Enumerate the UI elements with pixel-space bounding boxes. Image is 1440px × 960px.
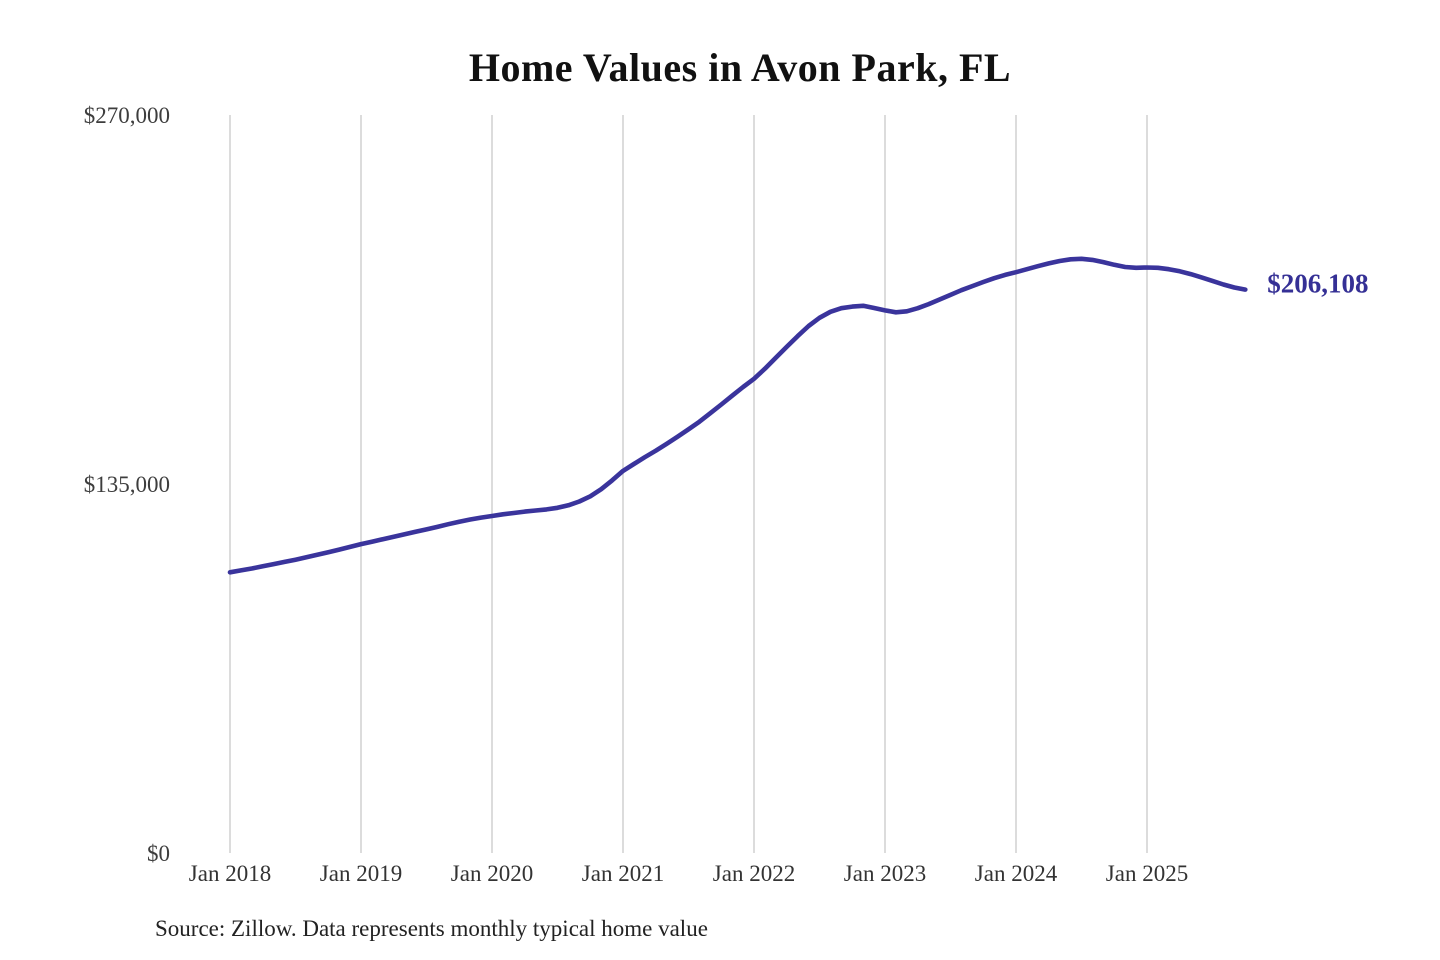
x-axis-tick-label: Jan 2022 [713,861,795,886]
x-axis-tick-label: Jan 2025 [1106,861,1188,886]
y-axis-tick-label: $0 [147,841,170,866]
last-value-label: $206,108 [1267,269,1368,299]
x-axis-tick-label: Jan 2019 [320,861,402,886]
x-axis-tick-label: Jan 2021 [582,861,664,886]
y-axis-tick-label: $135,000 [84,472,170,497]
chart-title: Home Values in Avon Park, FL [468,45,1012,90]
value-line [227,256,1248,575]
x-axis-tick-label: Jan 2018 [189,861,271,886]
source-note: Source: Zillow. Data represents monthly … [155,916,708,941]
x-axis-tick-label: Jan 2024 [975,861,1058,886]
y-axis-tick-label: $270,000 [84,103,170,128]
x-axis-tick-label: Jan 2020 [451,861,533,886]
x-axis-tick-label: Jan 2023 [844,861,926,886]
